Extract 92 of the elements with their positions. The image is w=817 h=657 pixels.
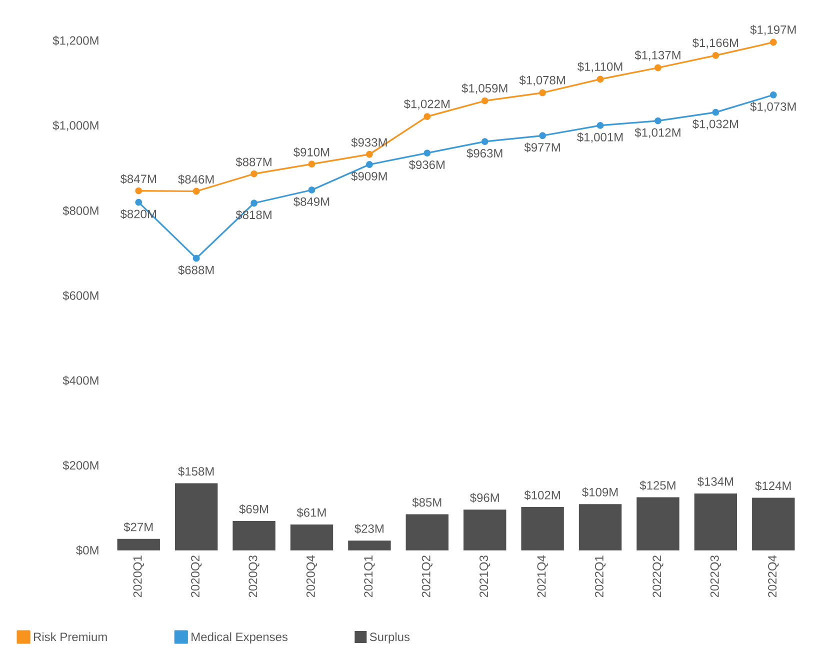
x-tick-label: 2021Q2: [422, 556, 432, 598]
point: [250, 170, 258, 178]
data-label: $85M: [412, 498, 442, 508]
point: [654, 64, 662, 72]
point: [366, 161, 373, 168]
x-tick-label: 2020Q1: [133, 556, 144, 598]
point: [654, 117, 662, 124]
bar: [521, 507, 564, 550]
point: [481, 97, 488, 104]
x-tick-label: 2020Q4: [306, 555, 318, 598]
data-label: $1,001M: [577, 132, 623, 143]
y-tick-label: $1,200M: [52, 36, 98, 46]
point: [770, 38, 777, 46]
point: [712, 108, 720, 116]
point: [712, 52, 720, 59]
data-label: $910M: [294, 147, 330, 158]
bar: [464, 510, 506, 550]
data-label: $124M: [755, 481, 791, 491]
data-label: $1,059M: [462, 83, 508, 94]
point: [308, 186, 316, 194]
data-label: $1,197M: [750, 24, 796, 36]
data-label: $933M: [351, 138, 387, 148]
data-label: $847M: [120, 174, 156, 184]
point: [596, 76, 604, 83]
legend-label: Risk Premium: [34, 632, 107, 642]
point: [250, 200, 258, 207]
x-tick-label: 2022Q4: [768, 555, 779, 598]
y-tick-label: $400M: [62, 376, 98, 386]
y-tick-label: $800M: [62, 206, 98, 216]
data-label: $963M: [466, 148, 502, 158]
x-tick-label: 2022Q1: [594, 556, 606, 598]
data-label: $936M: [408, 160, 445, 170]
point: [539, 89, 546, 96]
point: [424, 113, 431, 120]
bar: [348, 540, 391, 550]
data-label: $1,166M: [692, 38, 738, 48]
y-tick-label: $600M: [62, 290, 98, 301]
data-label: $158M: [178, 466, 214, 476]
bar: [406, 514, 449, 550]
legend-label: Medical Expenses: [192, 632, 288, 644]
data-label: $61M: [296, 508, 326, 518]
data-label: $909M: [351, 171, 387, 182]
data-label: $69M: [239, 504, 268, 514]
bar: [694, 493, 738, 550]
point: [424, 150, 431, 157]
point: [770, 91, 777, 98]
x-tick-label: 2021Q3: [480, 556, 490, 598]
data-label: $1,032M: [692, 119, 738, 130]
point: [481, 138, 488, 146]
data-label: $102M: [524, 490, 560, 500]
y-tick-label: $1,000M: [52, 120, 98, 132]
y-tick-label: $0M: [76, 545, 98, 556]
data-label: $1,110M: [577, 62, 622, 72]
point: [539, 132, 546, 140]
data-label: $96M: [470, 492, 499, 503]
x-tick-label: 2022Q2: [652, 556, 664, 598]
bar: [752, 498, 795, 550]
bar: [636, 497, 680, 550]
x-tick-label: 2020Q3: [248, 556, 260, 598]
data-label: $109M: [582, 487, 618, 498]
data-label: $1,073M: [750, 102, 796, 112]
data-label: $27M: [124, 522, 153, 532]
data-label: $1,022M: [404, 99, 450, 110]
x-tick-label: 2022Q3: [710, 556, 721, 598]
bar: [290, 524, 334, 550]
point: [596, 122, 604, 129]
point: [192, 188, 200, 195]
legend-label: Surplus: [370, 632, 410, 644]
point: [308, 160, 316, 168]
data-label: $23M: [354, 524, 384, 534]
bar: [578, 504, 622, 550]
data-label: $125M: [640, 480, 676, 490]
data-label: $887M: [236, 157, 272, 167]
bar: [232, 521, 276, 550]
data-label: $846M: [178, 174, 214, 184]
data-label: $1,078M: [519, 75, 565, 86]
data-label: $688M: [178, 265, 214, 275]
x-tick-label: 2021Q4: [537, 555, 548, 598]
point: [135, 187, 142, 194]
point: [135, 198, 142, 206]
data-label: $1,012M: [634, 128, 680, 138]
data-label: $977M: [524, 142, 560, 152]
point: [366, 150, 373, 158]
x-tick-label: 2021Q1: [364, 556, 375, 598]
data-label: $1,137M: [634, 50, 680, 61]
x-tick-label: 2020Q2: [191, 556, 202, 598]
data-label: $849M: [294, 196, 330, 207]
bar: [174, 483, 218, 550]
data-label: $134M: [697, 476, 734, 487]
y-tick-label: $200M: [62, 460, 98, 470]
bar: [117, 538, 160, 550]
point: [192, 254, 200, 262]
